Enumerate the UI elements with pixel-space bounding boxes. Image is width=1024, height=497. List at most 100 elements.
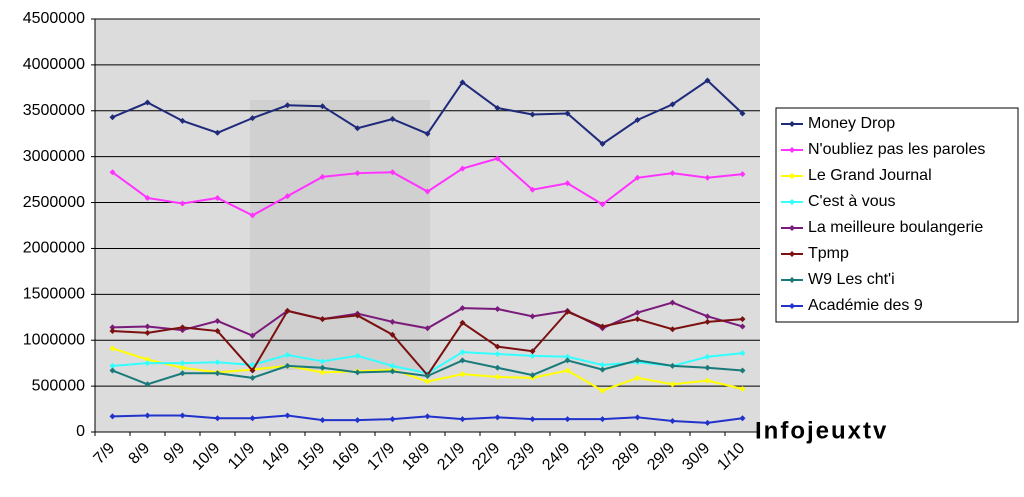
data-point [704,419,711,426]
x-tick-label: 22/9 [469,440,503,474]
y-tick-label: 2500000 [23,194,85,211]
legend-marker [789,199,795,205]
x-tick-label: 10/9 [189,440,223,474]
data-point [179,370,186,377]
data-point [144,412,151,419]
data-point [739,316,746,323]
data-point [389,169,396,176]
data-point [599,387,606,394]
x-tick-label: 28/9 [609,440,643,474]
data-point [634,374,641,381]
legend-marker [789,121,795,127]
data-point [284,362,291,369]
data-point [529,416,536,423]
data-point [284,307,291,314]
data-point [459,165,466,172]
watermark: Infojeuxtv [755,417,888,444]
x-tick-label: 21/9 [434,440,468,474]
y-tick-label: 4000000 [23,56,85,73]
y-tick-label: 4500000 [23,10,85,27]
data-point [564,180,571,187]
data-point [284,102,291,109]
data-point [494,373,501,380]
data-point [564,367,571,374]
data-point [529,186,536,193]
data-point [144,323,151,330]
legend-marker [789,277,795,283]
data-point [354,352,361,359]
data-point [144,381,151,388]
data-point [459,349,466,356]
data-point [319,103,326,110]
data-point [669,101,676,108]
x-tick-label: 18/9 [399,440,433,474]
data-point [284,351,291,358]
data-point [599,366,606,373]
legend-label: Académie des 9 [808,297,923,314]
data-point [459,79,466,86]
legend-label: N'oubliez pas les paroles [808,141,985,158]
data-point [424,188,431,195]
data-point [704,313,711,320]
data-point [354,125,361,132]
data-point [739,385,746,392]
data-point [144,329,151,336]
data-point [249,367,256,374]
x-tick-label: 1/10 [714,440,748,474]
y-tick-label: 500000 [32,377,85,394]
data-point [634,174,641,181]
y-tick-label: 1500000 [23,286,85,303]
data-point [704,174,711,181]
data-point [109,413,116,420]
data-point [109,328,116,335]
data-point [599,140,606,147]
legend-label: Le Grand Journal [808,167,932,184]
data-point [179,200,186,207]
data-point [179,364,186,371]
x-tick-label: 23/9 [504,440,538,474]
data-point [459,319,466,326]
data-point [249,332,256,339]
y-tick-label: 2000000 [23,240,85,257]
x-tick-label: 16/9 [329,440,363,474]
data-point [529,313,536,320]
data-point [704,377,711,384]
data-point [459,305,466,312]
data-point [564,110,571,117]
data-point [249,374,256,381]
data-point [214,194,221,201]
data-point [144,360,151,367]
legend-label: La meilleure boulangerie [808,219,983,236]
legend-label: W9 Les cht'i [808,271,895,288]
data-point [739,350,746,357]
data-point [459,416,466,423]
data-point [494,343,501,350]
data-point [634,357,641,364]
data-point [249,212,256,219]
data-point [424,130,431,137]
data-point [634,316,641,323]
data-point [424,325,431,332]
data-point [739,323,746,330]
data-point [354,369,361,376]
data-point [704,364,711,371]
data-point [389,416,396,423]
data-point [249,115,256,122]
data-point [144,194,151,201]
legend-label: Money Drop [808,115,895,132]
data-point [319,316,326,323]
data-point [284,193,291,200]
data-point [634,414,641,421]
data-point [494,155,501,162]
data-point [634,309,641,316]
data-point [529,111,536,118]
x-tick-label: 11/9 [225,440,258,473]
data-point [319,364,326,371]
data-point [319,369,326,376]
legend-label: Tpmp [808,245,849,262]
data-point [459,371,466,378]
data-point [109,362,116,369]
x-tick-label: 25/9 [574,440,608,474]
data-point [109,114,116,121]
